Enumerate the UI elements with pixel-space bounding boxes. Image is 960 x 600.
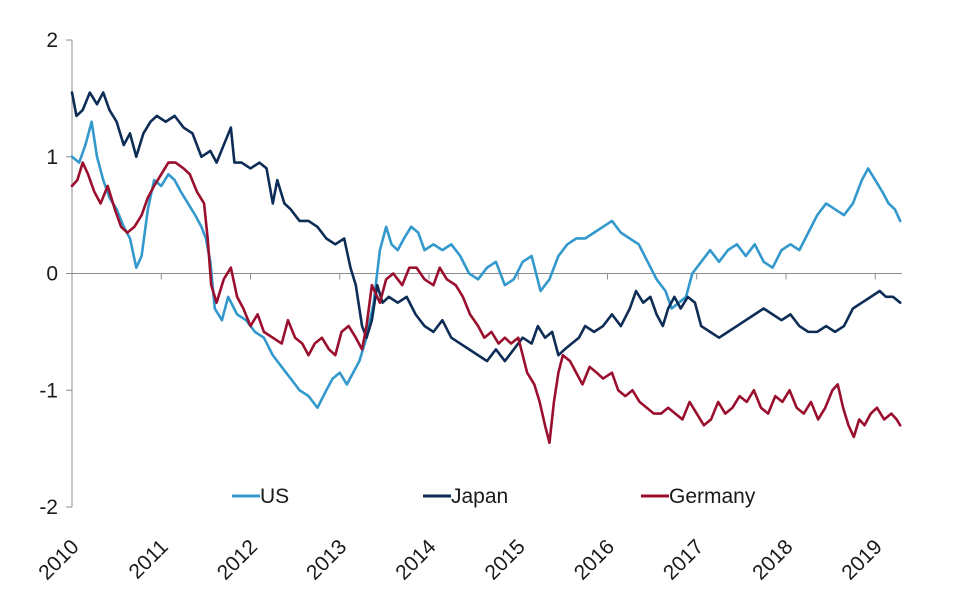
series-lines	[70, 91, 902, 445]
y-tick-label: 2	[46, 29, 58, 52]
series-line-us	[70, 120, 902, 410]
y-tick-label: -2	[39, 496, 58, 519]
x-tick-label: 2018	[748, 535, 797, 584]
y-tick-label: 1	[46, 146, 58, 169]
legend: US Japan Germany	[232, 485, 756, 508]
x-tick-label: 2015	[480, 535, 529, 584]
x-tick-label: 2019	[837, 535, 886, 584]
x-tick-label: 2014	[391, 535, 441, 585]
legend-label-germany: Germany	[669, 485, 756, 508]
x-tick-label: 2016	[570, 535, 619, 584]
x-tick-label: 2017	[659, 535, 708, 584]
series-line-germany	[70, 161, 902, 445]
y-tick-label: -1	[39, 379, 58, 402]
series-line-japan	[70, 91, 902, 363]
x-tick-label: 2010	[34, 535, 83, 584]
legend-label-us: US	[260, 485, 289, 508]
legend-label-japan: Japan	[451, 485, 508, 508]
y-tick-label: 0	[46, 263, 58, 286]
x-tick-label: 2013	[302, 535, 351, 584]
x-tick-label: 2011	[125, 535, 173, 583]
x-tick-label: 2012	[213, 535, 262, 584]
